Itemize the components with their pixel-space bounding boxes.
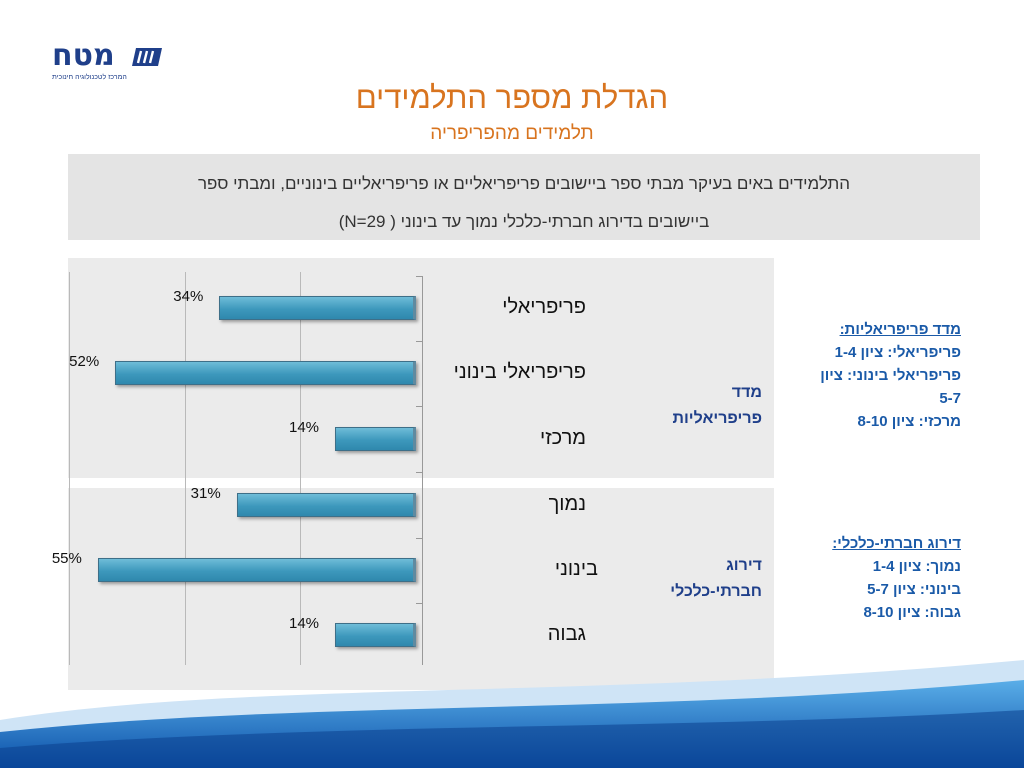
logo: מטח המרכז לטכנולוגיה חינוכית bbox=[52, 40, 167, 82]
group-label-socioeconomic: דירוג חברתי-כלכלי bbox=[612, 553, 762, 605]
bar-value-label: 14% bbox=[289, 615, 320, 632]
bar bbox=[335, 427, 416, 451]
logo-wordmark: מטח bbox=[52, 38, 115, 73]
axis-tick bbox=[416, 276, 423, 277]
category-label: גבוה bbox=[547, 623, 586, 645]
gridline bbox=[300, 272, 302, 665]
category-axis bbox=[422, 276, 423, 665]
axis-tick bbox=[416, 472, 423, 473]
bar bbox=[115, 361, 416, 385]
bar bbox=[236, 493, 416, 517]
category-label: בינוני bbox=[554, 558, 598, 580]
description-box: התלמידים באים בעיקר מבתי ספר ביישובים פר… bbox=[68, 154, 980, 240]
group-label-line: פריפריאליות bbox=[672, 410, 762, 427]
category-label: פריפריאלי bbox=[502, 296, 586, 318]
group-label-line: דירוג bbox=[726, 557, 762, 574]
description-line-1: התלמידים באים בעיקר מבתי ספר ביישובים פר… bbox=[197, 174, 851, 193]
category-label: מרכזי bbox=[540, 427, 586, 449]
legend-peripherality: מדד פריפריאליות: פריפריאלי: ציון 1-4 פרי… bbox=[791, 318, 961, 433]
legend-line: פריפריאלי: ציון 1-4 bbox=[834, 344, 961, 361]
axis-tick bbox=[416, 406, 423, 407]
bar-value-label: 34% bbox=[173, 288, 204, 305]
legend-line: נמוך: ציון 1-4 bbox=[872, 558, 961, 575]
legend-heading: דירוג חברתי-כלכלי: bbox=[832, 535, 961, 552]
bar-value-label: 52% bbox=[69, 353, 100, 370]
logo-mark-icon bbox=[132, 48, 162, 66]
bar bbox=[335, 623, 416, 647]
legend-socioeconomic: דירוג חברתי-כלכלי: נמוך: ציון 1-4 בינוני… bbox=[791, 532, 961, 624]
chart-panel-socioeconomic bbox=[68, 488, 774, 690]
chart-left-border bbox=[68, 272, 70, 665]
legend-line: מרכזי: ציון 8-10 bbox=[857, 413, 961, 430]
group-label-line: מדד bbox=[731, 384, 762, 401]
legend-heading: מדד פריפריאליות: bbox=[839, 321, 961, 338]
category-label: נמוך bbox=[548, 493, 586, 515]
axis-tick bbox=[416, 341, 423, 342]
bar-value-label: 55% bbox=[51, 550, 82, 567]
legend-line: בינוני: ציון 5-7 bbox=[867, 581, 961, 598]
description-line-2: ביישובים בדירוג חברתי-כלכלי נמוך עד בינו… bbox=[338, 212, 710, 231]
legend-line: 5-7 bbox=[939, 390, 961, 407]
axis-tick bbox=[416, 603, 423, 604]
axis-tick bbox=[416, 538, 423, 539]
legend-line: גבוה: ציון 8-10 bbox=[863, 604, 961, 621]
page-subtitle: תלמידים מהפריפריה bbox=[430, 123, 594, 144]
legend-line: פריפריאלי בינוני: ציון bbox=[820, 367, 961, 384]
bar bbox=[97, 558, 416, 582]
gridline bbox=[184, 272, 186, 665]
page-title: הגדלת מספר התלמידים bbox=[355, 80, 669, 115]
logo-tagline: המרכז לטכנולוגיה חינוכית bbox=[52, 74, 127, 81]
group-label-line: חברתי-כלכלי bbox=[670, 583, 762, 600]
bar-value-label: 31% bbox=[190, 485, 221, 502]
bar-value-label: 14% bbox=[289, 419, 320, 436]
group-label-peripherality: מדד פריפריאליות bbox=[612, 380, 762, 432]
category-label: פריפריאלי בינוני bbox=[453, 361, 586, 383]
bar bbox=[219, 296, 416, 320]
footer-wave-decoration bbox=[0, 660, 1024, 768]
